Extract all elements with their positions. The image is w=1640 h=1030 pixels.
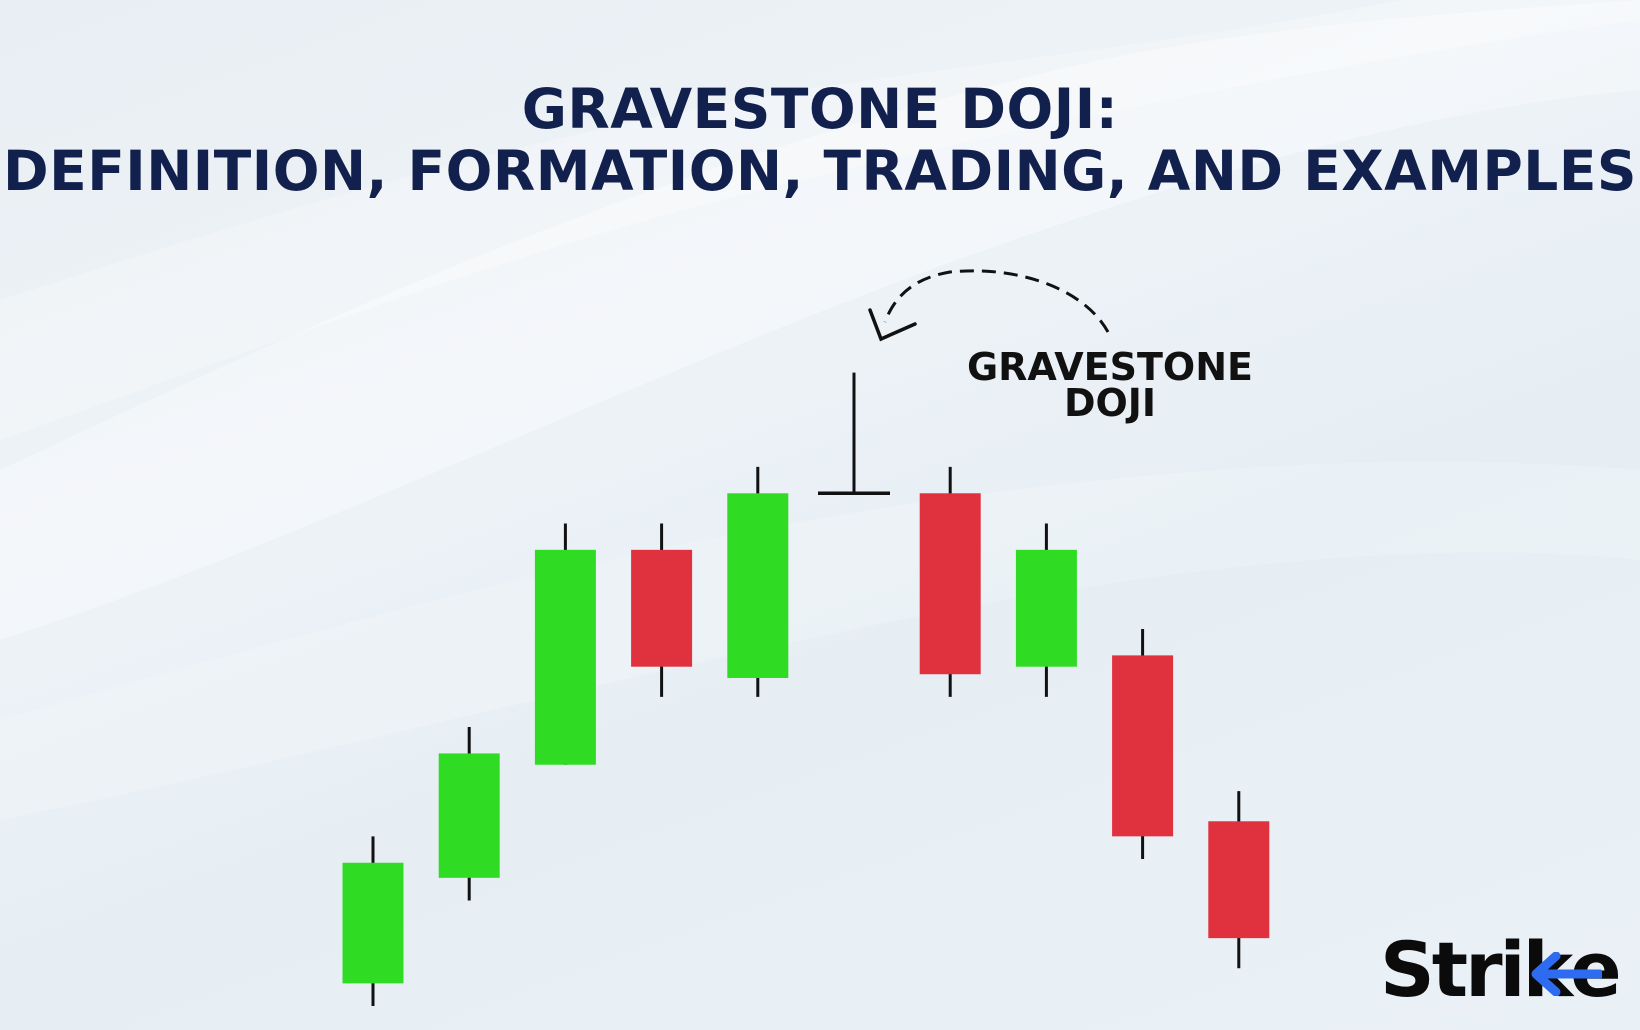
candle-body-bearish xyxy=(631,549,693,667)
page-title: GRAVESTONE DOJI: DEFINITION, FORMATION, … xyxy=(0,78,1640,202)
title-line-1: GRAVESTONE DOJI: xyxy=(521,77,1119,141)
candle xyxy=(1112,629,1174,859)
candle xyxy=(1015,523,1077,697)
title-line-2: DEFINITION, FORMATION, TRADING, AND EXAM… xyxy=(2,139,1638,203)
candle-body-bearish xyxy=(1112,655,1174,837)
candle-body-bullish xyxy=(438,753,500,878)
annotation-arrowhead-icon xyxy=(868,308,917,342)
candle-gravestone-doji xyxy=(818,372,890,496)
annotation-line-1: GRAVESTONE xyxy=(966,345,1253,389)
candle xyxy=(438,727,500,901)
annotation-line-2: DOJI xyxy=(1063,381,1157,425)
candle-body-bullish xyxy=(1015,549,1077,667)
candle-body-bearish xyxy=(1208,821,1270,939)
candle xyxy=(1208,791,1270,969)
candle-body-bearish xyxy=(919,493,981,675)
candle xyxy=(342,836,404,1006)
candle xyxy=(727,466,789,697)
candle xyxy=(631,523,693,697)
logo-arrow-icon xyxy=(1531,952,1602,996)
candles-layer xyxy=(342,372,1270,1006)
annotation-arrow xyxy=(883,269,1110,333)
candle-body-bullish xyxy=(342,862,404,984)
candle-body-bullish xyxy=(727,493,789,679)
logo-text-main: Stri xyxy=(1380,925,1526,1014)
gravestone-doji-label: GRAVESTONE DOJI xyxy=(960,345,1260,425)
candle xyxy=(534,523,596,765)
candle-body-bullish xyxy=(534,549,596,765)
candle xyxy=(919,466,981,697)
